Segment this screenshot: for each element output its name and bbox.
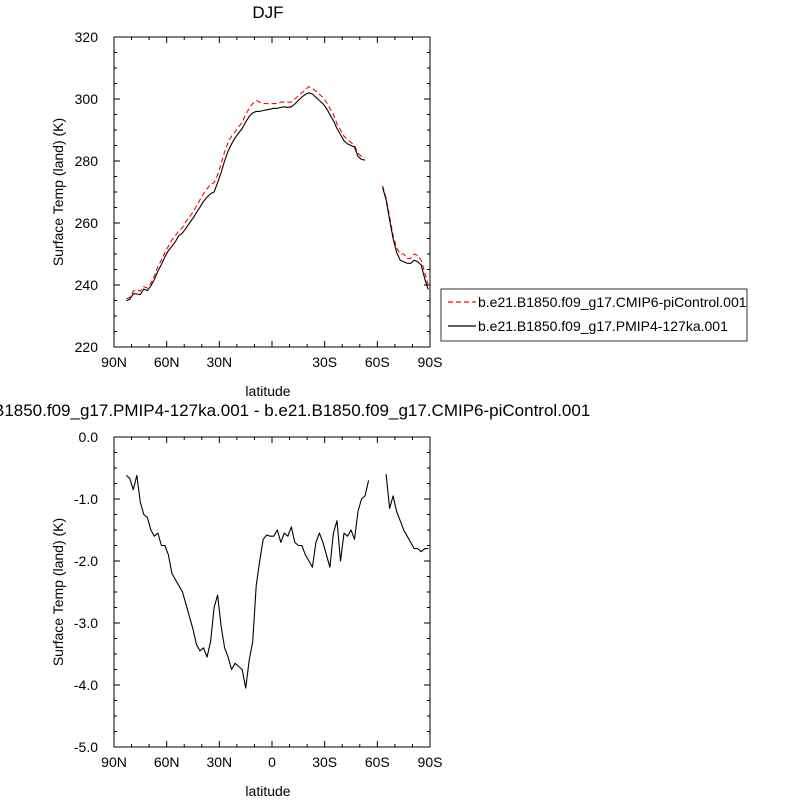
legend-box	[440, 288, 748, 342]
y-tick-label: -2.0	[74, 553, 98, 569]
series-line-0	[125, 474, 429, 689]
legend-entry-127ka: b.e21.B1850.f09_g17.PMIP4-127ka.001	[478, 318, 728, 334]
top-chart-xlabel: latitude	[245, 383, 290, 399]
y-tick-label: 300	[75, 91, 99, 107]
x-tick-label: 90S	[418, 354, 443, 370]
bottom-chart-title: b.e21.B1850.f09_g17.PMIP4-127ka.001 - b.…	[0, 401, 590, 420]
x-tick-label: 60S	[365, 354, 390, 370]
y-tick-label: 280	[75, 153, 99, 169]
x-tick-label: 30N	[206, 754, 232, 770]
top-chart-title: DJF	[252, 3, 283, 22]
y-tick-label: 0.0	[79, 429, 99, 445]
legend: b.e21.B1850.f09_g17.CMIP6-piControl.001 …	[440, 288, 748, 342]
x-tick-label: 30S	[312, 754, 337, 770]
y-tick-label: 240	[75, 277, 99, 293]
top-chart-series	[126, 86, 429, 302]
y-tick-label: -4.0	[74, 677, 98, 693]
x-tick-label: 0	[268, 754, 276, 770]
bottom-chart: b.e21.B1850.f09_g17.PMIP4-127ka.001 - b.…	[0, 401, 590, 799]
top-chart-frame	[113, 36, 431, 348]
y-tick-label: -5.0	[74, 739, 98, 755]
y-tick-label: -3.0	[74, 615, 98, 631]
x-tick-label: 60S	[365, 754, 390, 770]
y-tick-label: 260	[75, 215, 99, 231]
bottom-chart-frame	[113, 436, 431, 748]
series-line-1	[126, 92, 429, 302]
top-chart-ylabel: Surface Temp (land) (K)	[50, 118, 66, 266]
x-tick-label: 90N	[101, 754, 127, 770]
x-tick-label: 30N	[206, 354, 232, 370]
x-tick-label: 90N	[101, 354, 127, 370]
y-tick-label: 320	[75, 29, 99, 45]
x-tick-label: 30S	[312, 354, 337, 370]
x-tick-label: 90S	[418, 754, 443, 770]
top-chart-ticks: 90N 60N 30N 30S 60S 90S 220 240 260 280 300 320	[75, 29, 443, 370]
y-tick-label: 220	[75, 339, 99, 355]
top-chart: DJF 90N 60N 30N 30S 60S 90S 220 240 260 280 300 320…	[50, 3, 442, 399]
series-line-0	[126, 86, 429, 300]
x-tick-label: 60N	[154, 354, 180, 370]
bottom-chart-xlabel: latitude	[245, 783, 290, 799]
x-tick-label: 60N	[154, 754, 180, 770]
bottom-chart-series	[125, 474, 429, 689]
legend-entry-piControl: b.e21.B1850.f09_g17.CMIP6-piControl.001	[478, 294, 747, 310]
y-tick-label: -1.0	[74, 491, 98, 507]
bottom-chart-ylabel: Surface Temp (land) (K)	[50, 518, 66, 666]
